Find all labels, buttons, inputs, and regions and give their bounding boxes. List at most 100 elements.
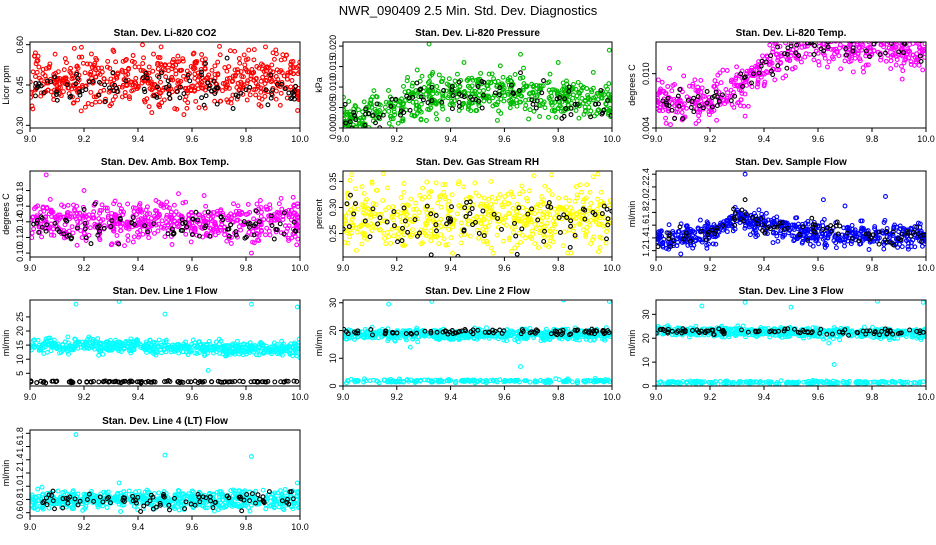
data-points (28, 43, 301, 133)
data-point (515, 104, 519, 108)
data-point (89, 91, 93, 95)
data-point (415, 68, 419, 72)
data-point (911, 34, 915, 38)
data-point (607, 48, 611, 52)
data-point (182, 113, 186, 117)
data-point (409, 197, 413, 201)
data-point (131, 54, 135, 58)
data-point (548, 72, 552, 76)
series-selected (341, 193, 613, 258)
data-point (274, 97, 278, 101)
data-point (580, 190, 584, 194)
data-point (389, 242, 393, 246)
data-point (89, 242, 93, 246)
data-point (213, 64, 217, 68)
data-point (711, 242, 715, 246)
data-point (904, 34, 908, 38)
data-point (291, 195, 295, 199)
y-tick-label: 1.4 (641, 232, 651, 245)
data-point (254, 93, 258, 97)
data-point (519, 71, 523, 75)
data-point (178, 96, 182, 100)
data-point (457, 109, 461, 113)
data-point (596, 207, 600, 211)
data-point (542, 79, 546, 83)
y-tick-label: 0.015 (328, 55, 338, 78)
data-point (65, 61, 69, 65)
data-point (761, 54, 765, 58)
data-point (350, 173, 354, 177)
data-point (362, 192, 366, 196)
data-point (664, 121, 668, 125)
data-points (28, 300, 302, 386)
data-point (193, 76, 197, 80)
x-tick-label: 10.0 (603, 134, 621, 144)
data-point (789, 44, 793, 48)
panel-title: Stan. Dev. Sample Flow (735, 157, 847, 168)
data-point (153, 232, 157, 236)
y-tick-label: 0.005 (328, 96, 338, 119)
data-point (776, 239, 780, 243)
data-point (574, 109, 578, 113)
data-point (247, 48, 251, 52)
data-point (682, 74, 686, 78)
data-point (194, 210, 198, 214)
data-point (266, 103, 270, 107)
data-point (550, 173, 554, 177)
data-point (877, 36, 881, 40)
data-point (206, 369, 210, 373)
x-tick-label: 9.2 (78, 392, 91, 402)
data-point (156, 229, 160, 233)
data-point (455, 212, 459, 216)
data-point (70, 225, 74, 229)
data-point (152, 52, 156, 56)
data-point (900, 33, 904, 37)
data-point (532, 174, 536, 178)
data-point (538, 115, 542, 119)
data-point (781, 76, 785, 80)
data-point (550, 193, 554, 197)
data-point (862, 70, 866, 74)
data-point (79, 109, 83, 113)
data-point (273, 380, 277, 384)
data-point (447, 228, 451, 232)
data-point (134, 76, 138, 80)
data-point (408, 108, 412, 112)
data-point (71, 231, 75, 235)
data-point (435, 85, 439, 89)
data-point (862, 36, 866, 40)
data-point (660, 80, 664, 84)
data-point (599, 190, 603, 194)
x-tick-label: 9.6 (186, 263, 199, 273)
data-point (502, 239, 506, 243)
x-tick-label: 9.4 (132, 392, 145, 402)
data-point (539, 99, 543, 103)
data-point (513, 246, 517, 250)
data-point (150, 111, 154, 115)
data-point (773, 78, 777, 82)
data-point (882, 247, 886, 251)
data-point (573, 199, 577, 203)
data-point (806, 19, 810, 23)
data-point (265, 226, 269, 230)
data-point (498, 64, 502, 68)
panel-title: Stan. Dev. Li-820 CO2 (114, 28, 217, 39)
data-point (446, 118, 450, 122)
data-point (435, 117, 439, 121)
data-point (32, 227, 36, 231)
data-point (533, 242, 537, 246)
data-point (360, 242, 364, 246)
y-tick-label: 0.18 (15, 182, 25, 200)
data-point (545, 221, 549, 225)
data-point (118, 203, 122, 207)
data-point (141, 43, 145, 47)
y-tick-label: 0.010 (328, 76, 338, 99)
data-point (884, 195, 888, 199)
data-point (392, 234, 396, 238)
x-tick-label: 9.0 (337, 134, 350, 144)
data-point (743, 198, 747, 202)
data-point (496, 119, 500, 123)
panel-title: Stan. Dev. Li-820 Temp. (736, 28, 847, 39)
data-point (568, 228, 572, 232)
